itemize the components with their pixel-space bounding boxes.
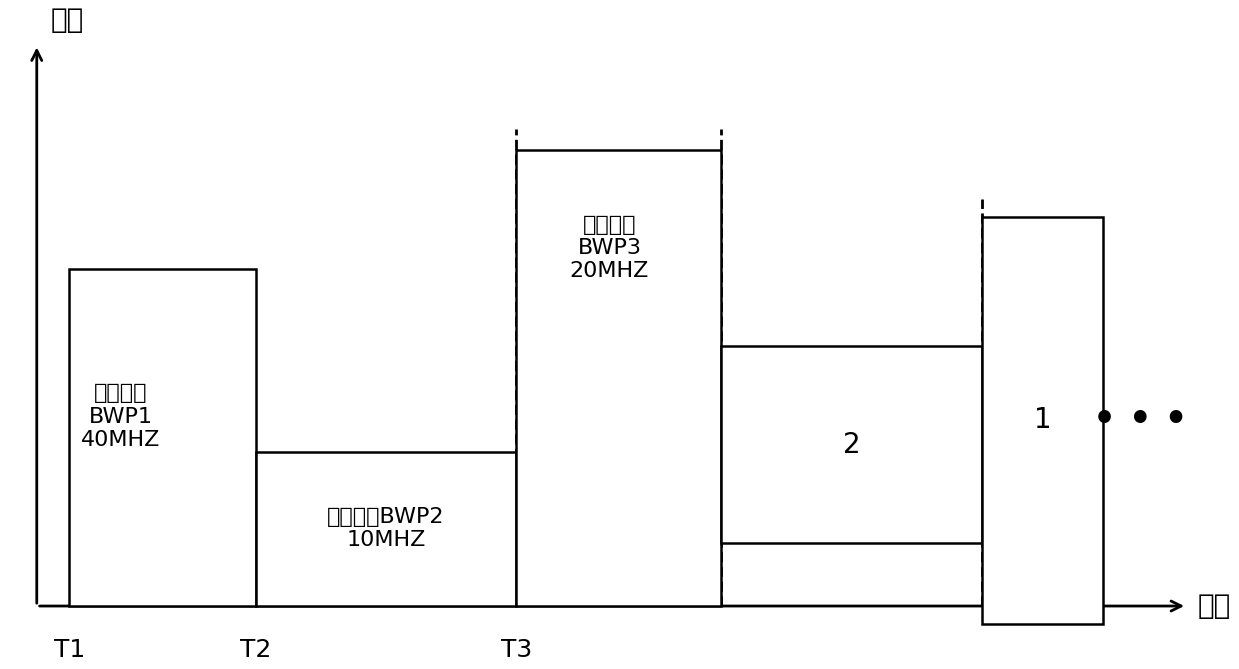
- Bar: [69, 269, 255, 606]
- Text: • • •: • • •: [1093, 403, 1188, 437]
- Text: T1: T1: [53, 638, 85, 662]
- Bar: [983, 217, 1103, 624]
- Text: 部分带宽
BWP3
20MHZ: 部分带宽 BWP3 20MHZ: [570, 215, 649, 282]
- Text: 部分带宽BWP2
10MHZ: 部分带宽BWP2 10MHZ: [327, 507, 445, 551]
- Text: 1: 1: [1033, 406, 1052, 434]
- Text: 时间: 时间: [1198, 592, 1232, 620]
- Text: T3: T3: [501, 638, 532, 662]
- Text: 部分带宽
BWP1
40MHZ: 部分带宽 BWP1 40MHZ: [81, 383, 160, 450]
- Bar: [517, 150, 721, 606]
- Text: 频率: 频率: [51, 6, 84, 34]
- Bar: [721, 347, 983, 543]
- Text: T2: T2: [240, 638, 271, 662]
- Text: 2: 2: [843, 431, 860, 459]
- Bar: [255, 452, 517, 606]
